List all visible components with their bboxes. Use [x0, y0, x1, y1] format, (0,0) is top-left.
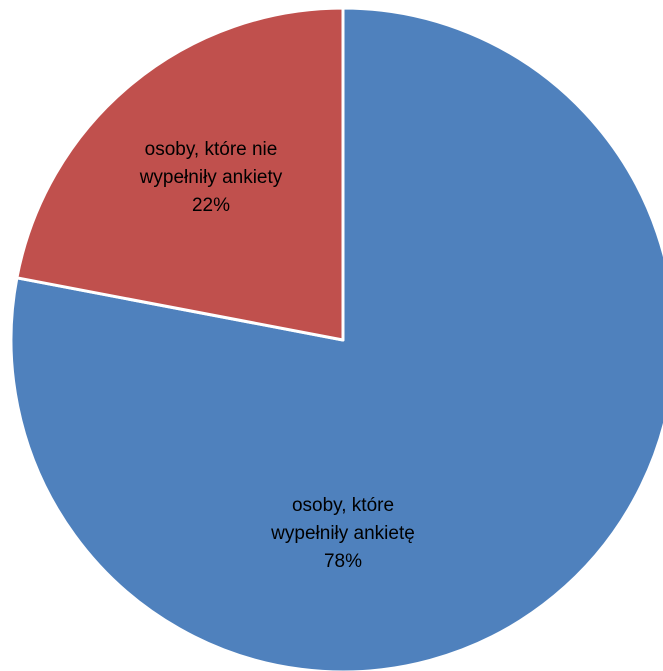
- slice-category-label: wypełniły ankietę: [270, 523, 415, 544]
- slice-category-label: osoby, które: [292, 495, 394, 516]
- slice-percent-label: 78%: [324, 551, 362, 572]
- pie-slice-label-1: osoby, które wypełniły ankietę 78%: [270, 495, 415, 572]
- slice-category-label: osoby, które nie: [145, 139, 278, 160]
- pie-slices: [9, 6, 663, 671]
- slice-percent-label: 22%: [192, 195, 230, 216]
- pie-slice-2: [15, 6, 345, 342]
- slice-category-label: wypełniły ankiety: [139, 167, 283, 188]
- pie-labels: osoby, które wypełniły ankietę 78%osoby, k…: [139, 139, 415, 572]
- pie-slice-label-2: osoby, które nie wypełniły ankiety 22%: [139, 139, 283, 216]
